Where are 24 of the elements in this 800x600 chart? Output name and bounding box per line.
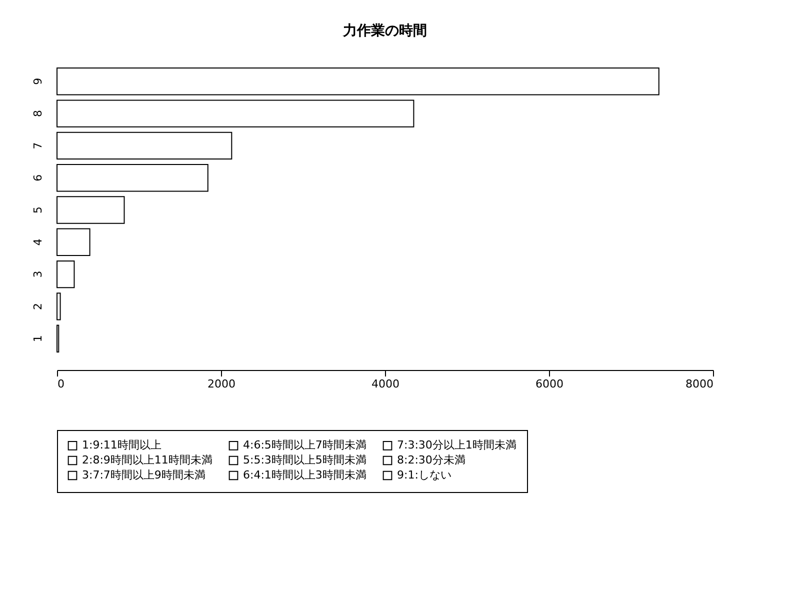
legend-label: 4:6:5時間以上7時間未満 (243, 438, 366, 452)
y-tick-label: 7 (32, 142, 44, 150)
y-tick-label: 8 (32, 110, 44, 118)
x-tick-label: 4000 (372, 378, 400, 390)
legend-label: 5:5:3時間以上5時間未満 (243, 454, 366, 466)
chart-title: 力作業の時間 (342, 23, 427, 39)
legend-label: 7:3:30分以上1時間未満 (397, 438, 516, 452)
y-tick-label: 9 (32, 78, 44, 85)
legend-label: 1:9:11時間以上 (82, 438, 162, 452)
y-tick-label: 5 (32, 206, 44, 214)
x-tick-label: 8000 (686, 378, 714, 390)
x-tick-label: 6000 (536, 378, 564, 390)
y-tick-label: 6 (32, 174, 44, 182)
legend-label: 9:1:しない (397, 468, 452, 482)
x-tick-label: 0 (58, 378, 64, 390)
legend-label: 8:2:30分未満 (397, 454, 466, 466)
legend-label: 3:7:7時間以上9時間未満 (82, 468, 206, 482)
legend-label: 6:4:1時間以上3時間未満 (243, 468, 366, 482)
x-tick-label: 2000 (208, 378, 236, 390)
y-tick-label: 1 (32, 335, 44, 342)
y-tick-label: 4 (32, 238, 44, 246)
y-tick-label: 3 (32, 270, 44, 278)
y-tick-label: 2 (32, 302, 44, 310)
legend-label: 2:8:9時間以上11時間未満 (82, 454, 212, 466)
